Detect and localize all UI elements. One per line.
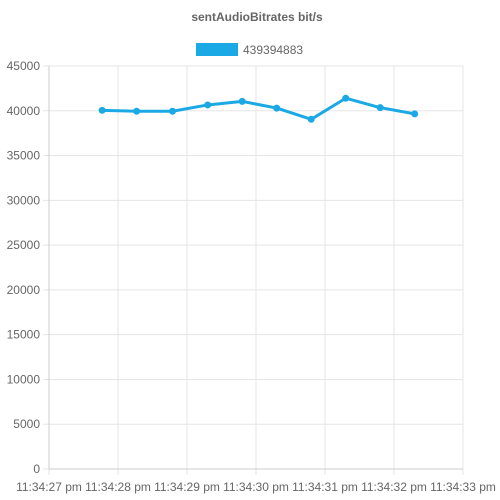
data-point[interactable] xyxy=(273,104,281,112)
y-tick-label: 25000 xyxy=(7,238,41,252)
x-grid xyxy=(48,66,464,475)
series-layer xyxy=(98,94,419,123)
legend-swatch xyxy=(196,43,238,56)
legend[interactable]: 439394883 xyxy=(196,43,303,57)
data-point[interactable] xyxy=(376,104,384,112)
data-point[interactable] xyxy=(204,101,212,109)
data-point[interactable] xyxy=(307,115,315,123)
y-tick-label: 15000 xyxy=(7,328,41,342)
y-tick-label: 30000 xyxy=(7,193,41,207)
y-tick-label: 35000 xyxy=(7,149,41,163)
x-tick-label: 11:34:30 pm xyxy=(223,480,289,494)
y-tick-label: 40000 xyxy=(7,104,41,118)
x-tick-label: 11:34:32 pm xyxy=(361,480,427,494)
data-point[interactable] xyxy=(98,106,106,114)
series-line xyxy=(100,96,417,121)
x-tick-label: 11:34:31 pm xyxy=(292,480,358,494)
x-tick-label: 11:34:29 pm xyxy=(154,480,220,494)
y-axis-ticks: 0 5000 10000 15000 20000 25000 30000 35000 40000… xyxy=(7,59,41,476)
data-point[interactable] xyxy=(169,107,177,115)
y-tick-label: 10000 xyxy=(7,372,41,386)
data-point[interactable] xyxy=(411,110,419,118)
data-point[interactable] xyxy=(133,107,141,115)
x-axis-ticks: 11:34:27 pm 11:34:28 pm 11:34:29 pm 11:34:3… xyxy=(16,480,496,494)
chart-title: sentAudioBitrates bit/s xyxy=(191,10,323,24)
data-point[interactable] xyxy=(238,97,246,105)
x-tick-label: 11:34:27 pm xyxy=(16,480,82,494)
x-tick-label: 11:34:33 pm xyxy=(430,480,496,494)
y-grid xyxy=(43,65,463,470)
y-tick-label: 20000 xyxy=(7,283,41,297)
y-tick-label: 0 xyxy=(33,462,40,476)
y-tick-label: 45000 xyxy=(7,59,41,73)
legend-label: 439394883 xyxy=(243,43,303,57)
x-tick-label: 11:34:28 pm xyxy=(85,480,151,494)
y-tick-label: 5000 xyxy=(13,417,40,431)
data-point[interactable] xyxy=(342,94,350,102)
axes xyxy=(48,66,463,470)
